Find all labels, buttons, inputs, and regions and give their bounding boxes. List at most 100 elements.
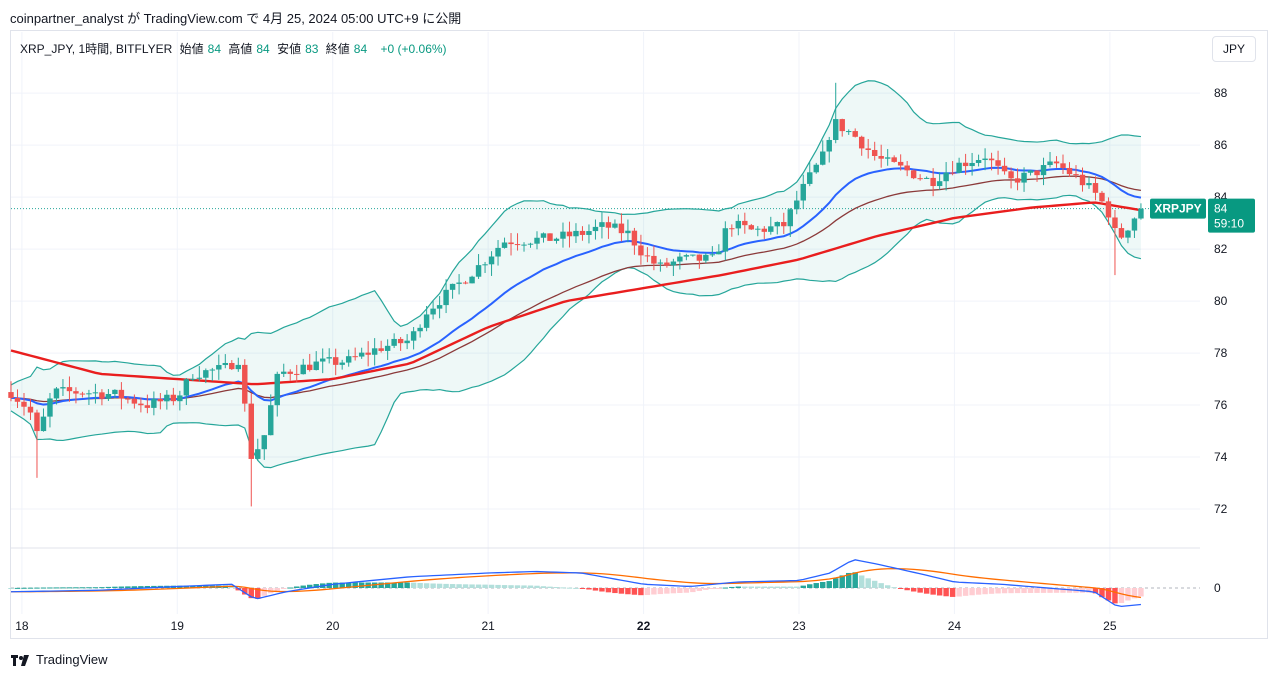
macd-hist-bar (99, 587, 105, 589)
candle-body (969, 162, 975, 167)
candle-body (60, 387, 66, 389)
macd-hist-bar (190, 585, 196, 588)
candle-body (332, 357, 339, 365)
candle-body (274, 373, 280, 406)
candle-body (709, 254, 716, 256)
candle-body (469, 276, 475, 284)
macd-hist-bar (456, 584, 462, 588)
candle-body (761, 228, 768, 232)
footer-logo-text: TradingView (36, 652, 108, 667)
candle-body (443, 289, 449, 306)
candle-body (1034, 170, 1040, 176)
candle-body (371, 348, 378, 355)
candle-body (287, 371, 293, 374)
macd-hist-bar (144, 586, 151, 588)
bollinger-bands (10, 80, 1142, 469)
candle-body (904, 165, 910, 171)
macd-hist-bar (1131, 588, 1138, 599)
macd-hist-bar (813, 583, 819, 588)
candle-body (86, 393, 92, 395)
candle-body (1014, 178, 1021, 183)
candle-body (949, 172, 956, 174)
candle-body (508, 242, 514, 245)
macd-hist-bar (735, 586, 742, 588)
macd-hist-bar (553, 587, 560, 589)
macd-hist-bar (482, 584, 488, 588)
macd-hist-bar (1034, 588, 1040, 593)
macd-hist-bar (910, 588, 917, 592)
candle-body (404, 340, 410, 344)
macd-hist-bar (878, 583, 884, 588)
candle-body (378, 348, 384, 351)
macd-hist-bar (612, 588, 618, 594)
candle-body (988, 158, 995, 161)
badge-countdown: 59:10 (1214, 217, 1244, 231)
candle-body (397, 338, 404, 344)
candle-body (222, 362, 229, 366)
x-tick-label: 23 (792, 619, 806, 633)
macd-hist-bar (1105, 588, 1112, 601)
candle-body (1138, 208, 1144, 219)
symbol-legend: XRP_JPY, 1時間, BITFLYER 始値 84 高値 84 安値 83 終値… (20, 40, 451, 57)
tradingview-logo-icon (11, 654, 29, 666)
candle-body (729, 228, 735, 230)
candle-body (430, 308, 436, 315)
macd-hist-bar (378, 582, 384, 588)
macd-hist-bar (651, 588, 657, 595)
candle-body (566, 231, 573, 237)
legend-low-label: 安値 (277, 42, 302, 56)
y-tick-label: 80 (1214, 294, 1228, 308)
macd-hist-bar (423, 583, 430, 588)
macd-hist-bar (547, 586, 553, 588)
macd-hist-bar (521, 585, 527, 588)
candle-body (164, 394, 170, 402)
candle-body (1047, 161, 1053, 166)
candlestick-series (8, 82, 1144, 507)
candle-body (696, 254, 703, 261)
candle-body (1086, 183, 1092, 186)
y-tick-label: 72 (1214, 502, 1228, 516)
macd-hist-bar (917, 588, 923, 593)
macd-hist-bar (755, 586, 761, 588)
macd-hist-bar (404, 582, 410, 588)
macd-hist-bar (586, 588, 592, 590)
macd-hist-bar (930, 588, 936, 595)
macd-hist-bar (787, 586, 793, 588)
candle-body (858, 136, 865, 149)
y-tick-label: 88 (1214, 86, 1228, 100)
macd-hist-bar (294, 586, 300, 588)
candle-body (53, 388, 60, 399)
candle-body (488, 256, 495, 265)
x-tick-label: 20 (326, 619, 340, 633)
candle-body (482, 264, 488, 266)
candle-body (540, 233, 547, 238)
candle-body (917, 178, 923, 180)
candle-body (313, 361, 319, 371)
macd-hist-bar (631, 588, 638, 595)
candle-body (326, 357, 332, 359)
candle-body (612, 223, 618, 228)
candle-body (66, 387, 73, 392)
currency-button[interactable]: JPY (1212, 36, 1256, 62)
candle-body (781, 222, 787, 227)
candle-body (358, 352, 365, 357)
candle-body (1001, 165, 1008, 172)
band-lower (10, 194, 1142, 469)
macd-hist-bar (845, 572, 852, 588)
candle-body (852, 131, 858, 137)
tradingview-logo[interactable]: TradingView (10, 652, 108, 667)
candle-body (936, 181, 943, 187)
candle-body (1053, 161, 1060, 164)
candle-body (1040, 165, 1047, 176)
macd-hist-bar (826, 581, 832, 588)
candle-body (417, 327, 423, 332)
macd-hist-bar (73, 587, 79, 589)
candle-body (203, 370, 209, 378)
macd-hist-bar (469, 584, 475, 588)
candle-body (281, 371, 287, 374)
candle-body (1060, 163, 1066, 168)
macd-hist-bar (1001, 588, 1008, 594)
macd-hist-bar (1027, 588, 1034, 593)
